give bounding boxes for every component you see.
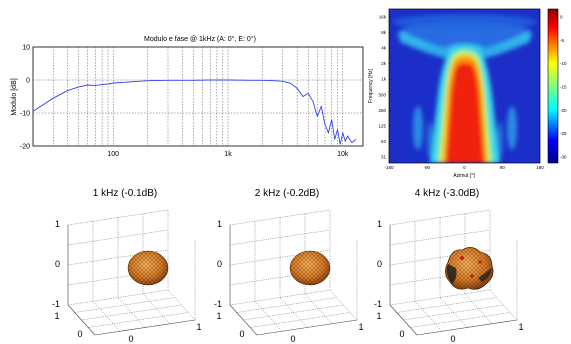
heatmap-xlabel: Azimut [°] [453, 173, 475, 179]
balloon-shadow-lobe [446, 264, 457, 284]
y-tick-label: 0 [26, 78, 30, 85]
heatmap-y-tick-label: 63 [381, 139, 387, 144]
grid-line [142, 293, 171, 324]
heatmap-x-tick-label: -90 [423, 165, 430, 170]
box-edge [94, 319, 196, 336]
z-tick-label: 0 [217, 259, 222, 269]
z-tick-label: 0 [377, 259, 382, 269]
grid-line [304, 293, 333, 324]
colorbar-ticks: 0 -5 -10 -15 -20 -25 -30 [560, 15, 567, 160]
line-chart-grid [33, 47, 363, 146]
balloon-red-spot [478, 260, 482, 264]
x-tick-label: 1k [224, 151, 232, 158]
colorbar-tick-label: -30 [560, 155, 567, 160]
grid-line [414, 301, 443, 332]
heatmap-y-tick-label: 125 [378, 123, 386, 128]
heatmap-y-tick-label: 1k [381, 77, 387, 82]
line-chart-title: Modulo e fase @ 1kHz (A: 0°, E: 0°) [144, 35, 256, 43]
box-edge [416, 319, 518, 336]
grid-line [250, 312, 351, 328]
grid-line [117, 297, 146, 328]
balloon-mesh [128, 251, 168, 285]
z-tick-label: -1 [52, 299, 60, 309]
y-tick-label: 1 [54, 311, 59, 321]
balloon-shadow-lobe [478, 268, 492, 282]
y-tick-label: 1 [376, 311, 381, 321]
balloon-red-spot [470, 274, 474, 278]
grid-line [410, 312, 511, 328]
colorbar [547, 8, 559, 164]
x-tick-label: 0 [450, 334, 455, 344]
balloon-plot: 4 kHz (-3.0dB) 1 0 -1 1 0 1 0 [374, 188, 524, 344]
heatmap-x-tick-label: 180 [536, 165, 544, 170]
colorbar-tick-label: -25 [560, 131, 567, 136]
balloon-mesh [290, 251, 330, 285]
heatmap-y-ticks: 16k 8k 4k 2k 1k 500 250 125 63 31 [378, 15, 391, 160]
heatmap-y-tick-label: 250 [378, 108, 386, 113]
heatmap-ylabel: Frequency [Hz] [368, 68, 374, 103]
grid-line [88, 312, 189, 328]
colorbar-tick-label: -15 [560, 85, 567, 90]
heatmap-y-tick-label: 16k [379, 15, 387, 20]
balloon-plots: 1 kHz (-0.1dB) 1 0 -1 1 0 1 0 2 kHz (-0.2dB) 1 0 -1… [52, 188, 524, 344]
colorbar-tick-label: 0 [560, 15, 563, 20]
heatmap-x-ticks: -180 -90 0 90 180 [384, 165, 544, 170]
heatmap-y-tick-label: 4k [381, 46, 387, 51]
colorbar-tick-label: -10 [560, 61, 567, 66]
heatmap-y-tick-label: 8k [381, 30, 387, 35]
balloon-title: 4 kHz (-3.0dB) [415, 188, 479, 199]
x-tick-label: 1 [358, 322, 363, 332]
grid-line [254, 301, 283, 332]
magnitude-series-line [33, 79, 357, 145]
heatmap-y-tick-label: 2k [381, 61, 387, 66]
balloon-red-spot [460, 256, 464, 260]
line-chart-plot-area [32, 46, 364, 147]
y-tick-label: 0 [399, 329, 404, 339]
box-edge [256, 319, 358, 336]
z-tick-label: 1 [55, 219, 60, 229]
y-tick-label: -20 [20, 144, 30, 151]
heatmap-x-tick-label: 90 [500, 165, 506, 170]
z-tick-label: 1 [377, 219, 382, 229]
line-chart-series [33, 79, 357, 145]
directivity-heatmap: 16k 8k 4k 2k 1k 500 250 125 63 31 -180 -90 0 90 180 F… [368, 8, 567, 179]
y-tick-label: 1 [216, 311, 221, 321]
grid-line [279, 297, 308, 328]
heatmap-x-tick-label: -180 [384, 165, 394, 170]
balloon-title: 2 kHz (-0.2dB) [255, 188, 319, 199]
heatmap-field [393, 14, 537, 163]
z-tick-label: -1 [214, 299, 222, 309]
grid-line [464, 293, 493, 324]
y-tick-label: -10 [20, 111, 30, 118]
colorbar-tick-label: -20 [560, 108, 567, 113]
x-tick-label: 10k [337, 151, 349, 158]
z-tick-label: -1 [374, 299, 382, 309]
heatmap-frame [388, 8, 541, 164]
grid-line [439, 297, 468, 328]
z-tick-label: 1 [217, 219, 222, 229]
z-tick-label: 0 [55, 259, 60, 269]
heatmap-x-tick-label: 0 [463, 165, 466, 170]
x-tick-label: 0 [128, 334, 133, 344]
y-tick-label: 0 [239, 329, 244, 339]
x-tick-label: 1 [196, 322, 201, 332]
balloon-title: 1 kHz (-0.1dB) [93, 188, 157, 199]
y-tick-label: 0 [77, 329, 82, 339]
x-tick-label: 1 [518, 322, 523, 332]
x-tick-label: 100 [107, 151, 119, 158]
line-chart-ylabel: Modulo [dB] [11, 78, 18, 115]
grid-line [92, 301, 121, 332]
heatmap-y-tick-label: 31 [381, 155, 387, 160]
balloon-plot: 1 kHz (-0.1dB) 1 0 -1 1 0 1 0 [52, 188, 202, 344]
x-tick-label: 0 [290, 334, 295, 344]
y-tick-label: 10 [22, 45, 30, 52]
colorbar-tick-label: -5 [560, 38, 564, 43]
heatmap-y-tick-label: 500 [378, 92, 386, 97]
balloon-plot: 2 kHz (-0.2dB) 1 0 -1 1 0 1 0 [214, 188, 364, 344]
magnitude-line-chart: Modulo e fase @ 1kHz (A: 0°, E: 0°) 100 1… [11, 35, 364, 159]
